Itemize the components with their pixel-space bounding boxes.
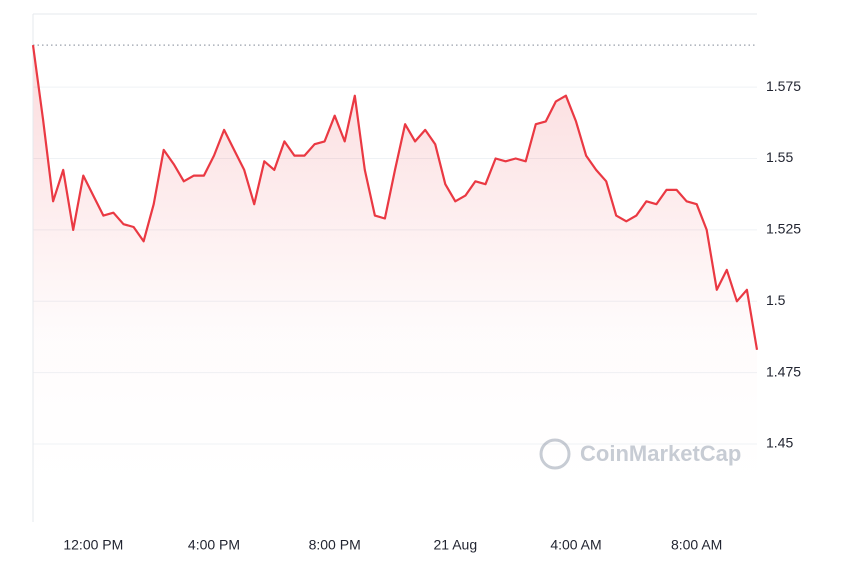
watermark-text: CoinMarketCap (580, 441, 741, 466)
x-tick-label: 8:00 AM (671, 537, 722, 553)
y-tick-label: 1.525 (766, 221, 801, 237)
x-tick-label: 12:00 PM (63, 537, 123, 553)
price-line (31, 44, 759, 350)
x-tick-label: 21 Aug (434, 537, 478, 553)
x-tick-label: 4:00 PM (188, 537, 240, 553)
y-tick-label: 1.5 (766, 292, 786, 308)
x-tick-label: 4:00 AM (550, 537, 601, 553)
y-tick-label: 1.55 (766, 149, 793, 165)
y-tick-label: 1.475 (766, 363, 801, 379)
watermark: CoinMarketCap (539, 438, 741, 470)
watermark-logo (539, 438, 571, 470)
area-fill (33, 45, 757, 522)
x-tick-label: 8:00 PM (309, 537, 361, 553)
y-tick-label: 1.45 (766, 435, 793, 451)
y-tick-label: 1.575 (766, 78, 801, 94)
